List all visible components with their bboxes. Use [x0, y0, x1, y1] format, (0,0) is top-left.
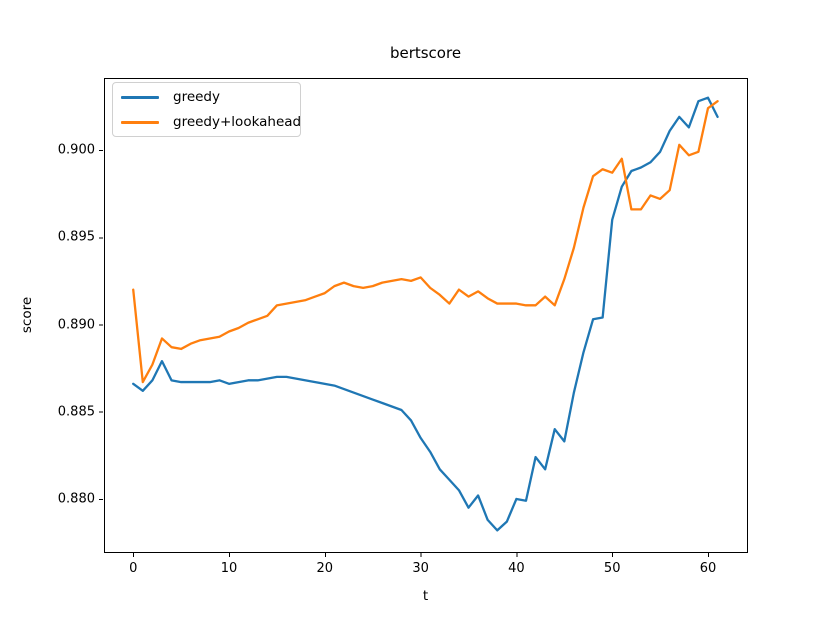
x-tick-label: 30 [412, 561, 429, 576]
legend-line-sample-greedy [121, 95, 159, 99]
x-tick-label: 0 [129, 561, 138, 576]
series-line-greedy+lookahead [132, 100, 719, 384]
x-tick-label: 50 [603, 561, 621, 576]
legend-entry-greedy: greedy [121, 87, 292, 107]
x-tick-label: 20 [316, 561, 334, 576]
legend-label-greedy: greedy [173, 89, 220, 105]
y-tick-label: 0.890 [57, 317, 95, 332]
axes-frame [104, 78, 748, 553]
y-axis-label: score [19, 296, 35, 334]
x-tick-label: 40 [508, 561, 525, 576]
x-tick-label: 60 [699, 561, 717, 576]
y-tick-label: 0.895 [57, 229, 95, 245]
x-tick-label: 10 [220, 561, 238, 576]
legend-line-sample-greedy-lookahead [121, 120, 159, 124]
series-line-greedy [132, 96, 719, 532]
legend-label-greedy-lookahead: greedy+lookahead [173, 114, 302, 130]
legend: greedy greedy+lookahead [112, 82, 301, 137]
chart-title: bertscore [389, 44, 462, 62]
legend-entry-greedy-lookahead: greedy+lookahead [121, 112, 301, 132]
y-tick-label: 0.880 [57, 491, 95, 507]
x-axis-label: t [422, 588, 429, 604]
y-tick-label: 0.900 [57, 142, 95, 158]
y-tick-label: 0.885 [57, 404, 95, 420]
